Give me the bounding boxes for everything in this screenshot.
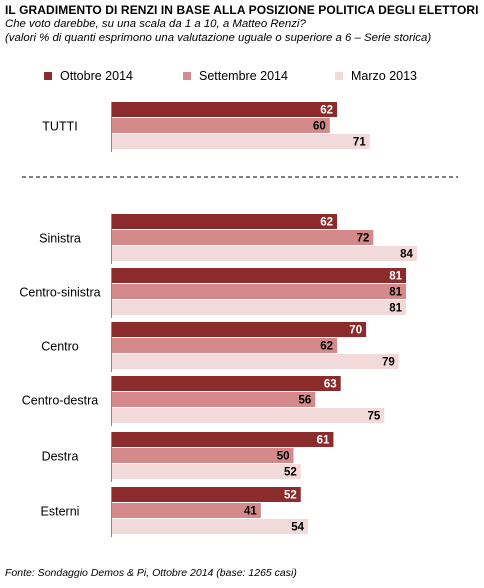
bar-centro-destra-marzo-2013 [112,408,385,423]
legend-swatch [335,72,343,80]
bar-esterni-ottobre-2014 [112,487,301,502]
legend-label: Settembre 2014 [199,69,288,83]
bar-centro-destra-ottobre-2014 [112,376,341,391]
bar-sinistra-marzo-2013 [112,246,417,261]
data-label: 62 [320,105,333,117]
data-label: 52 [284,467,297,479]
legend-item-settembre-2014: Settembre 2014 [183,68,288,84]
data-label: 63 [324,379,337,391]
legend-swatch [44,72,52,80]
category-label-tutti: TUTTI [42,119,77,133]
data-label: 71 [353,137,366,149]
bar-centro-sinistra-marzo-2013 [112,300,407,315]
legend-label: Ottobre 2014 [60,69,133,83]
chart-title: IL GRADIMENTO DI RENZI IN BASE ALLA POSI… [5,3,479,17]
legend-swatch [183,72,191,80]
bar-esterni-settembre-2014 [112,503,261,518]
data-label: 50 [277,451,290,463]
data-label: 81 [389,303,402,315]
chart-note: (valori % di quanti esprimono una valuta… [5,32,432,44]
data-label: 81 [389,287,402,299]
bar-centro-ottobre-2014 [112,322,367,337]
category-label-esterni: Esterni [41,504,80,518]
data-label: 75 [367,411,380,423]
category-label-centro-sinistra: Centro-sinistra [19,285,100,299]
bar-esterni-marzo-2013 [112,519,309,534]
category-label-centro: Centro [41,339,79,353]
bar-sinistra-ottobre-2014 [112,214,338,229]
bar-tutti-marzo-2013 [112,134,370,149]
category-label-destra: Destra [42,449,79,463]
data-label: 61 [317,435,330,447]
chart-subtitle: Che voto darebbe, su una scala da 1 a 10… [5,18,306,30]
bar-destra-marzo-2013 [112,464,301,479]
bar-centro-sinistra-ottobre-2014 [112,268,407,283]
bar-sinistra-settembre-2014 [112,230,374,245]
bar-centro-marzo-2013 [112,354,399,369]
bar-destra-ottobre-2014 [112,432,334,447]
data-label: 84 [400,249,413,261]
legend-item-ottobre-2014: Ottobre 2014 [44,68,133,84]
data-label: 62 [320,341,333,353]
bar-destra-settembre-2014 [112,448,294,463]
data-label: 41 [244,506,257,518]
data-label: 62 [320,217,333,229]
source-note: Fonte: Sondaggio Demos & Pi, Ottobre 201… [5,567,297,579]
bar-centro-sinistra-settembre-2014 [112,284,407,299]
data-label: 81 [389,271,402,283]
bar-centro-destra-settembre-2014 [112,392,316,407]
data-label: 56 [298,395,311,407]
category-label-sinistra: Sinistra [39,231,81,245]
bar-centro-settembre-2014 [112,338,338,353]
data-label: 52 [284,490,297,502]
bar-tutti-settembre-2014 [112,118,330,133]
data-label: 54 [291,522,304,534]
data-label: 70 [349,325,362,337]
legend: Ottobre 2014 Settembre 2014 Marzo 2013 [0,68,484,84]
data-label: 79 [382,357,395,369]
bar-tutti-ottobre-2014 [112,102,338,117]
data-label: 72 [357,233,370,245]
legend-label: Marzo 2013 [351,69,418,83]
category-label-centro-destra: Centro-destra [22,393,98,407]
data-label: 60 [313,121,326,133]
legend-item-marzo-2013: Marzo 2013 [335,68,417,84]
